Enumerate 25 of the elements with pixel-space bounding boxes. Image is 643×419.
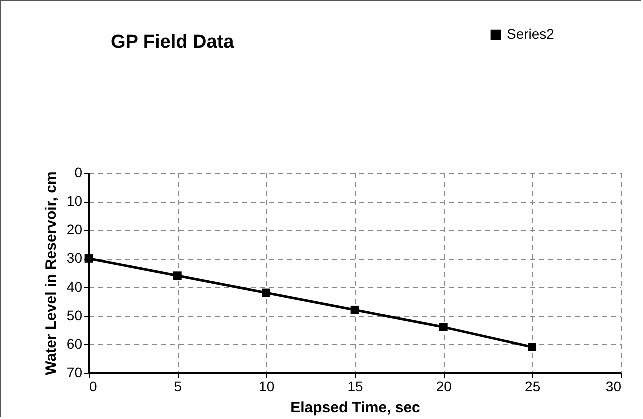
x-tick-label: 30: [606, 378, 622, 394]
x-tick-label: 15: [348, 378, 364, 394]
x-tick-label: 5: [174, 378, 182, 394]
chart-title: GP Field Data: [111, 32, 235, 53]
point: [350, 306, 360, 314]
y-tick-label: 10: [66, 193, 83, 210]
y-tick-label: 0: [74, 164, 83, 180]
y-tick-label: 70: [66, 364, 83, 380]
y-axis-title: Water Level in Reservoir, cm: [42, 172, 60, 376]
point: [84, 254, 94, 263]
point: [173, 272, 182, 280]
point: [262, 288, 271, 298]
y-tick-label: 40: [66, 278, 83, 295]
x-tick-label: 0: [90, 378, 98, 394]
y-tick-label: 30: [66, 250, 83, 266]
x-tick-label: 25: [525, 378, 541, 394]
legend-label: Series2: [507, 26, 555, 42]
x-tick-label: 20: [436, 378, 452, 394]
point: [439, 323, 448, 332]
y-tick-label: 60: [66, 336, 83, 352]
y-tick-label: 50: [66, 307, 83, 324]
y-tick-label: 20: [66, 222, 83, 238]
x-tick-label: 10: [259, 378, 275, 394]
x-axis-title: Elapsed Time, sec: [290, 400, 420, 416]
point: [528, 343, 537, 352]
